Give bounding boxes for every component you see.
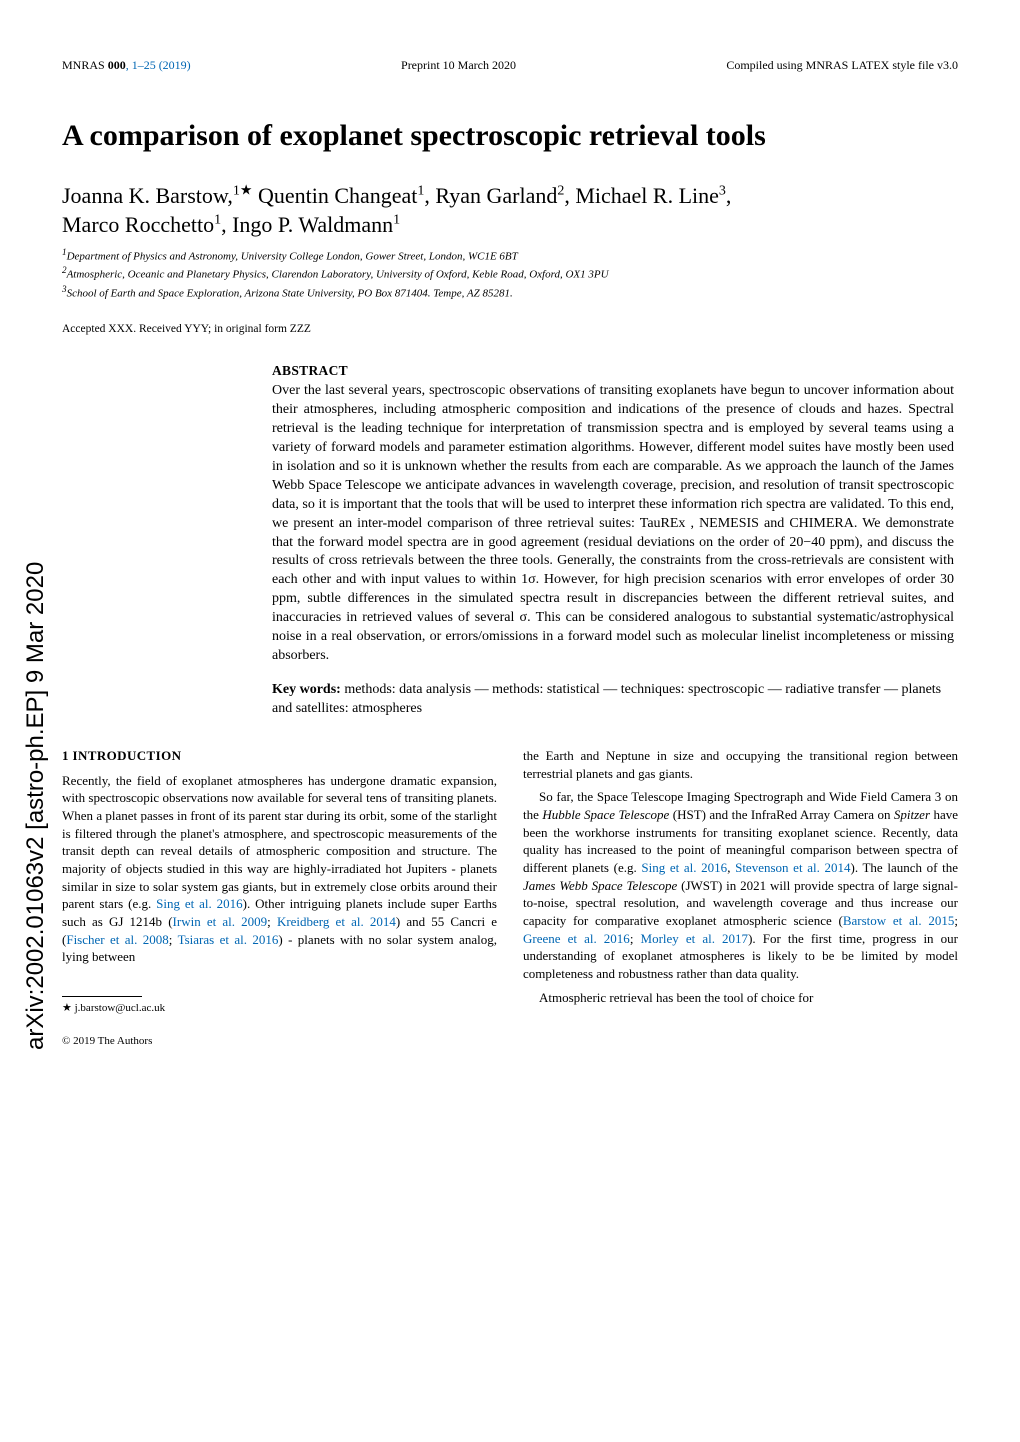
header-right: Compiled using MNRAS LATEX style file v3… — [726, 58, 958, 73]
intro-paragraph-1: Recently, the field of exoplanet atmosph… — [62, 772, 497, 966]
accepted-line: Accepted XXX. Received YYY; in original … — [62, 323, 958, 335]
intro-paragraph-2: So far, the Space Telescope Imaging Spec… — [523, 788, 958, 982]
spitzer-name: Spitzer — [894, 807, 930, 822]
cite-morley-2017: Morley et al. 2017 — [641, 931, 749, 946]
affil-2: 2Atmospheric, Oceanic and Planetary Phys… — [62, 264, 958, 283]
jwst-name: James Webb Space Telescope — [523, 878, 677, 893]
cite-greene-2016: Greene et al. 2016 — [523, 931, 630, 946]
column-left: 1 INTRODUCTION Recently, the field of ex… — [62, 747, 497, 1049]
cite-barstow-2015: Barstow et al. 2015 — [843, 913, 955, 928]
abstract-heading: ABSTRACT — [272, 363, 954, 379]
affiliations: 1Department of Physics and Astronomy, Un… — [62, 246, 958, 302]
keywords-label: Key words: — [272, 682, 341, 697]
authors-line: Joanna K. Barstow,1★ Quentin Changeat1, … — [62, 181, 958, 240]
section-1-heading: 1 INTRODUCTION — [62, 747, 497, 765]
footnote-rule — [62, 996, 142, 997]
header-left: MNRAS 000, 1–25 (2019) — [62, 58, 191, 73]
cite-irwin-2009: Irwin et al. 2009 — [173, 914, 268, 929]
cite-kreidberg-2014: Kreidberg et al. 2014 — [277, 914, 396, 929]
footnote-email: j.barstow@ucl.ac.uk — [72, 1002, 165, 1014]
copyright-line: © 2019 The Authors — [62, 1034, 497, 1049]
hst-name: Hubble Space Telescope — [542, 807, 669, 822]
column-right: the Earth and Neptune in size and occupy… — [523, 747, 958, 1049]
cite-tsiaras-2016: Tsiaras et al. 2016 — [178, 932, 279, 947]
star-icon: ★ — [62, 1002, 72, 1014]
keywords: Key words: methods: data analysis — meth… — [272, 680, 954, 719]
cite-sing-2016: Sing et al. 2016 — [156, 896, 243, 911]
keywords-body: methods: data analysis — methods: statis… — [272, 682, 941, 717]
cite-fischer-2008: Fischer et al. 2008 — [66, 932, 168, 947]
intro-paragraph-3: Atmospheric retrieval has been the tool … — [523, 989, 958, 1007]
arxiv-identifier: arXiv:2002.01063v2 [astro-ph.EP] 9 Mar 2… — [22, 562, 50, 1050]
page-header: MNRAS 000, 1–25 (2019) Preprint 10 March… — [62, 58, 958, 73]
paper-title: A comparison of exoplanet spectroscopic … — [62, 117, 958, 155]
body-columns: 1 INTRODUCTION Recently, the field of ex… — [62, 747, 958, 1049]
cite-stevenson-2014: Stevenson et al. 2014 — [735, 860, 850, 875]
abstract-block: ABSTRACT Over the last several years, sp… — [272, 363, 954, 719]
abstract-body: Over the last several years, spectroscop… — [272, 382, 954, 665]
header-pages: , 1–25 (2019) — [126, 58, 191, 72]
affil-1: 1Department of Physics and Astronomy, Un… — [62, 246, 958, 265]
cite-sing-2016b: Sing et al. 2016 — [641, 860, 727, 875]
affil-3: 3School of Earth and Space Exploration, … — [62, 283, 958, 302]
header-center: Preprint 10 March 2020 — [401, 58, 516, 73]
header-volume: 000 — [108, 58, 126, 72]
header-journal: MNRAS — [62, 58, 108, 72]
corresponding-footnote: ★ j.barstow@ucl.ac.uk — [62, 1001, 497, 1016]
intro-continuation: the Earth and Neptune in size and occupy… — [523, 747, 958, 782]
